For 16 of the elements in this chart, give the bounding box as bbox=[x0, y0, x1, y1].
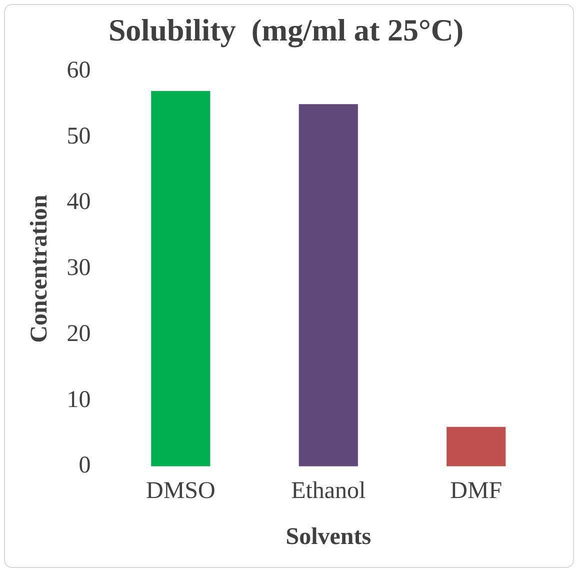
y-tick-label: 50 bbox=[66, 123, 91, 150]
bar bbox=[446, 426, 506, 466]
x-tick-label: DMSO bbox=[146, 478, 216, 504]
x-tick-label: DMF bbox=[450, 478, 502, 504]
x-axis-title: Solvents bbox=[286, 524, 372, 550]
y-tick-label: 0 bbox=[78, 452, 91, 479]
y-axis-title: Concentration bbox=[26, 194, 53, 343]
y-tick-label: 30 bbox=[66, 255, 91, 282]
y-tick-label: 10 bbox=[66, 386, 91, 413]
bar bbox=[298, 104, 358, 466]
y-tick-label: 40 bbox=[66, 189, 91, 216]
y-tick-label: 20 bbox=[66, 320, 91, 347]
x-tick-label: Ethanol bbox=[291, 478, 366, 504]
bar bbox=[151, 90, 210, 466]
y-tick-label: 60 bbox=[66, 57, 91, 84]
chart-title: Solubility (mg/ml at 25°C) bbox=[108, 12, 464, 48]
